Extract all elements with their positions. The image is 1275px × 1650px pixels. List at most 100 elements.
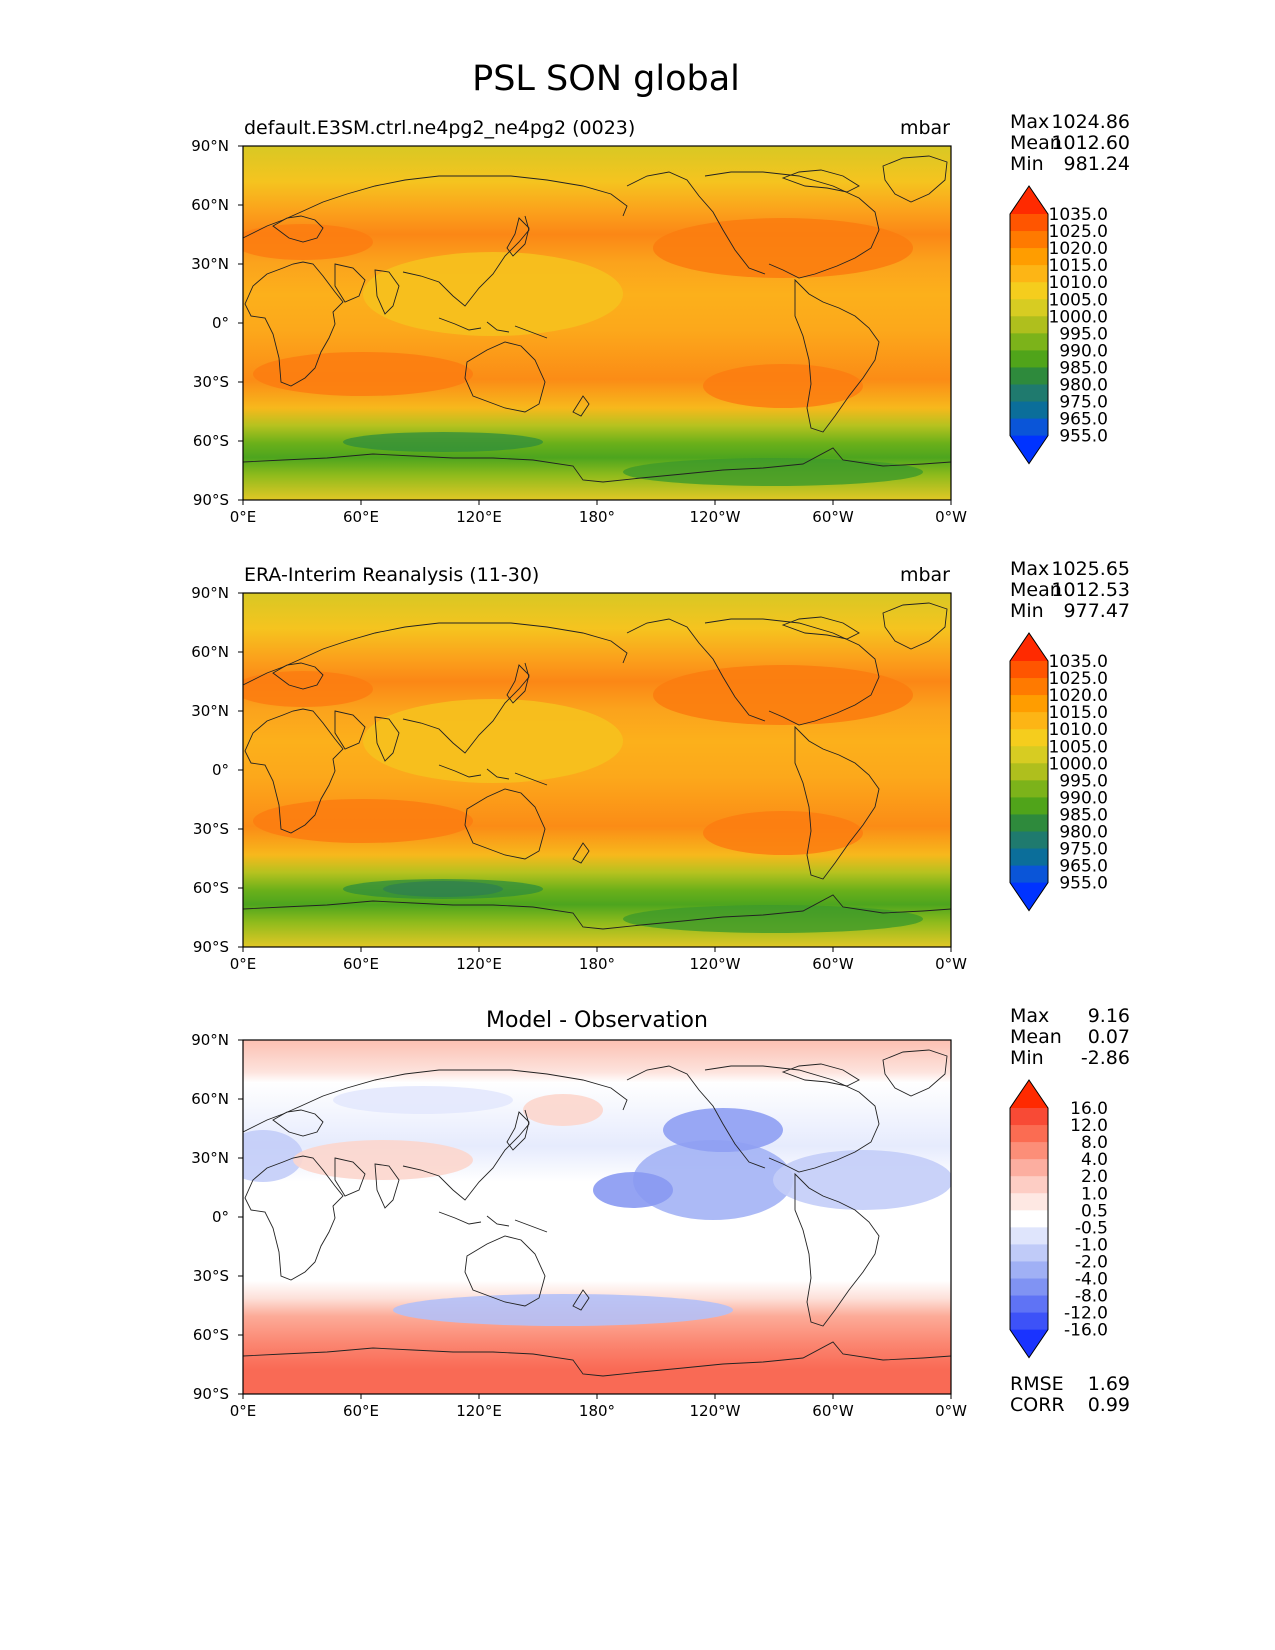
lon-tick-label: 60°W [812,955,854,973]
colorbar-segment [1010,1312,1048,1331]
lon-tick-label: 120°W [690,955,741,973]
stat-corr-label: CORR [1010,1394,1065,1416]
lon-tick-label: 120°W [690,508,741,526]
colorbar-label: 975.0 [1059,840,1108,860]
colorbar-label: 965.0 [1059,857,1108,877]
colorbar-segment [1010,661,1048,679]
lon-tick-label: 0°W [935,508,967,526]
colorbar-label: 1020.0 [1049,239,1108,259]
colorbar-label: 16.0 [1070,1099,1108,1119]
lat-tick-label: 30°N [191,702,229,720]
colorbar-label: 1000.0 [1049,307,1108,327]
colorbar-extend-max [1010,633,1048,661]
lat-tick-label: 60°S [193,432,229,450]
panel-test: default.E3SM.ctrl.ne4pg2_ne4pg2 (0023) m… [191,111,1130,526]
colorbar-label: 1025.0 [1049,669,1108,689]
colorbar-label: 955.0 [1059,427,1108,447]
colorbar-segment [1010,1295,1048,1314]
colorbar-label: 995.0 [1059,324,1108,344]
colorbar-segment [1010,1108,1048,1126]
colorbar-label: -2.0 [1075,1252,1108,1272]
colorbar-segment [1010,282,1048,300]
stat-mean-label: Mean [1010,1026,1062,1048]
colorbar-label: -0.5 [1075,1218,1108,1238]
lon-tick-label: 60°W [812,508,854,526]
colorbar-segment [1010,1227,1048,1245]
colorbar-segment [1010,1278,1048,1297]
stat-min-label: Min [1010,600,1044,622]
lat-tick-label: 30°S [193,820,229,838]
stat-mean-label: Mean [1010,579,1062,601]
stat-max-value: 1024.86 [1051,111,1130,133]
colorbar-label: 1015.0 [1049,703,1108,723]
colorbar-label: 1035.0 [1049,205,1108,225]
lon-axis: 0°E 60°E 120°E 180° 120°W 60°W 0°W [230,947,967,973]
map-plot: 90°N 60°N 30°N 0° 30°S 60°S 90°S 0°E 60°E 120°E 1… [191,1031,967,1420]
colorbar-label: 4.0 [1081,1150,1108,1170]
panel-difference: Model - Observation 90°N 60°N 30°N 0° 30°S 60… [191,1005,1130,1420]
colorbar-label: 990.0 [1059,341,1108,361]
colorbar-label: 980.0 [1059,823,1108,843]
stat-max-label: Max [1010,111,1049,133]
lat-tick-label: 30°S [193,373,229,391]
colorbar: 16.012.08.04.02.01.00.5-0.5-1.0-2.0-4.0-… [1009,1079,1108,1359]
colorbar-extend-max [1010,1080,1048,1108]
colorbar-segment [1010,695,1048,713]
lat-tick-label: 0° [212,1208,229,1226]
colorbar-segment [1010,316,1048,334]
colorbar-segment [1010,1210,1048,1228]
colorbar-label: 1020.0 [1049,686,1108,706]
lat-tick-label: 60°N [191,643,229,661]
colorbar-segment [1010,831,1048,850]
colorbar-label: 2.0 [1081,1167,1108,1187]
colorbar-label: -8.0 [1075,1287,1108,1307]
colorbar-segment [1010,865,1048,884]
stat-mean-label: Mean [1010,132,1062,154]
lat-axis: 90°N 60°N 30°N 0° 30°S 60°S 90°S [191,584,243,956]
colorbar: 1035.01025.01020.01015.01010.01005.01000… [1009,185,1108,465]
lat-tick-label: 90°S [193,1385,229,1403]
map-plot: 90°N 60°N 30°N 0° 30°S 60°S 90°S 0°E 60°E 120°E 1… [191,137,967,526]
colorbar-label: 980.0 [1059,376,1108,396]
colorbar-extend-max [1010,186,1048,214]
lon-tick-label: 120°E [456,508,502,526]
lon-tick-label: 60°W [812,1402,854,1420]
colorbar-label: 1000.0 [1049,754,1108,774]
colorbar-segment [1010,418,1048,437]
lat-tick-label: 60°S [193,879,229,897]
lat-tick-label: 0° [212,314,229,332]
colorbar-label: 1010.0 [1049,273,1108,293]
colorbar-segment [1010,763,1048,781]
lon-axis: 0°E 60°E 120°E 180° 120°W 60°W 0°W [230,1394,967,1420]
colorbar-label: 1035.0 [1049,652,1108,672]
colorbar-label: 8.0 [1081,1133,1108,1153]
colorbar-segment [1010,780,1048,798]
stat-rmse-label: RMSE [1010,1373,1064,1395]
colorbar-segment [1010,1193,1048,1211]
colorbar-label: 975.0 [1059,393,1108,413]
stat-max-value: 9.16 [1088,1005,1130,1027]
colorbar-label: 1005.0 [1049,290,1108,310]
colorbar-segment [1010,333,1048,351]
lon-tick-label: 0°E [230,955,257,973]
colorbar-label: -4.0 [1075,1270,1108,1290]
stat-mean-value: 1012.53 [1051,579,1130,601]
colorbar-label: 955.0 [1059,874,1108,894]
colorbar-label: 965.0 [1059,410,1108,430]
colorbar-segment [1010,678,1048,696]
lat-tick-label: 90°S [193,938,229,956]
lat-tick-label: 90°S [193,491,229,509]
colorbar-segment [1010,401,1048,420]
lat-tick-label: 90°N [191,1031,229,1049]
stat-rmse-value: 1.69 [1088,1373,1130,1395]
lat-tick-label: 90°N [191,137,229,155]
units-label: mbar [900,117,950,139]
panel-title: ERA-Interim Reanalysis (11-30) [244,564,539,586]
colorbar-segment [1010,814,1048,832]
stat-corr-value: 0.99 [1088,1394,1130,1416]
panel-title: Model - Observation [486,1008,708,1033]
colorbar-label: -1.0 [1075,1235,1108,1255]
lat-tick-label: 60°N [191,196,229,214]
colorbar-segment [1010,248,1048,266]
